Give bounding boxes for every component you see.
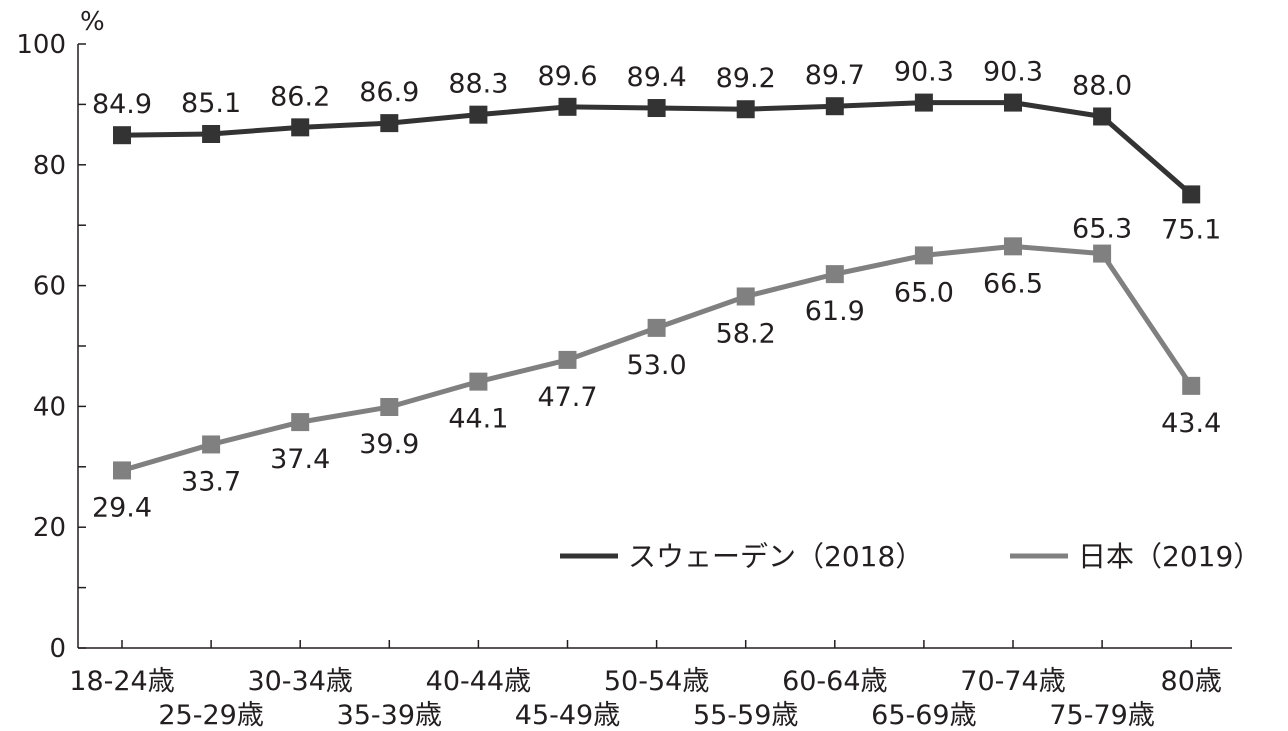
x-tick-label: 30-34歳 (247, 666, 352, 697)
data-point-marker (202, 435, 221, 454)
x-tick-label: 45-49歳 (515, 700, 620, 731)
data-point-marker (469, 105, 488, 124)
data-labels: 84.9 85.1 86.2 86.9 88.3 89.6 89.4 89.2 89.7 90.3… (92, 57, 1221, 524)
data-point-marker (1093, 107, 1112, 126)
data-label: 61.9 (805, 296, 865, 327)
data-point-marker (647, 318, 666, 337)
data-point-marker (558, 97, 577, 116)
data-point-marker (113, 126, 131, 145)
y-tick-label: 60 (33, 272, 66, 302)
y-axis-unit: % (80, 7, 105, 37)
data-label: 33.7 (181, 466, 241, 497)
legend-label-0: スウェーデン（2018） (628, 540, 923, 573)
data-label: 90.3 (894, 57, 954, 88)
data-point-marker (736, 287, 755, 306)
data-point-marker (113, 461, 131, 480)
data-label: 58.2 (716, 318, 776, 349)
data-point-marker (736, 100, 755, 119)
x-tick-label: 25-29歳 (158, 700, 263, 731)
y-tick-label: 100 (16, 30, 66, 60)
data-label: 89.4 (627, 62, 687, 93)
data-point-marker (825, 97, 844, 116)
series-lines (113, 93, 1201, 480)
data-label: 89.6 (537, 61, 597, 92)
data-point-marker (1182, 376, 1201, 395)
y-tick-label: 0 (49, 634, 66, 664)
x-tick-label: 70-74歳 (960, 666, 1065, 697)
y-tick-label: 40 (33, 392, 66, 422)
data-label: 90.3 (983, 57, 1043, 88)
axes: 0 20 40 60 80 100 18-24歳25-29歳30-34歳35-39歳40-4… (16, 30, 1232, 731)
data-point-marker (647, 99, 666, 118)
x-tick-label: 18-24歳 (69, 666, 174, 697)
data-label: 44.1 (448, 404, 508, 435)
data-point-marker (291, 413, 310, 432)
x-tick-label: 40-44歳 (426, 666, 531, 697)
data-label: 84.9 (92, 89, 152, 120)
data-label: 88.3 (448, 69, 508, 100)
x-tick-label: 50-54歳 (604, 666, 709, 697)
data-point-marker (469, 372, 488, 391)
data-point-marker (380, 114, 399, 133)
data-label: 86.2 (270, 81, 330, 112)
legend: スウェーデン（2018） 日本（2019） (560, 540, 1261, 573)
data-point-marker (291, 118, 310, 137)
x-tick-label: 75-79歳 (1049, 700, 1154, 731)
data-label: 29.4 (92, 492, 152, 523)
data-label: 85.1 (181, 88, 241, 119)
data-point-marker (914, 93, 933, 112)
data-label: 86.9 (359, 77, 419, 108)
legend-label-1: 日本（2019） (1078, 540, 1261, 573)
data-label: 65.0 (894, 277, 954, 308)
data-point-marker (1004, 93, 1022, 112)
x-tick-label: 65-69歳 (871, 700, 976, 731)
x-tick-label: 80歳 (1161, 666, 1222, 697)
data-label: 39.9 (359, 429, 419, 460)
data-label: 65.3 (1072, 214, 1132, 245)
data-label: 66.5 (983, 268, 1043, 299)
data-label: 75.1 (1161, 214, 1221, 245)
data-point-marker (202, 124, 221, 143)
x-tick-label: 35-39歳 (337, 700, 442, 731)
data-point-marker (558, 350, 577, 369)
data-label: 47.7 (537, 382, 597, 413)
data-point-marker (1093, 244, 1112, 263)
y-tick-label: 80 (33, 151, 66, 181)
data-label: 53.0 (627, 350, 687, 381)
data-label: 89.2 (716, 63, 776, 94)
data-point-marker (380, 398, 399, 417)
x-tick-label: 60-64歳 (782, 666, 887, 697)
x-tick-label: 55-59歳 (693, 700, 798, 731)
data-label: 43.4 (1161, 408, 1221, 439)
data-point-marker (1182, 185, 1201, 204)
data-label: 89.7 (805, 60, 865, 91)
data-label: 88.0 (1072, 70, 1132, 101)
data-point-marker (914, 246, 933, 265)
y-tick-label: 20 (33, 513, 66, 543)
data-label: 37.4 (270, 444, 330, 475)
data-point-marker (1004, 237, 1022, 256)
data-point-marker (825, 265, 844, 284)
